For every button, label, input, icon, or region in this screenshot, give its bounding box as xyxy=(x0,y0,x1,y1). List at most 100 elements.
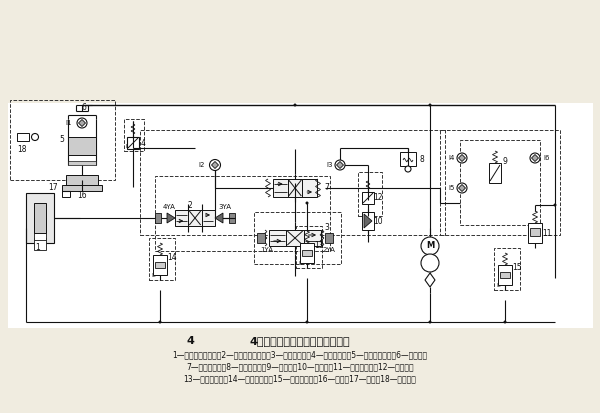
Bar xyxy=(124,119,144,151)
Bar xyxy=(358,172,382,216)
Bar xyxy=(362,192,374,204)
Bar xyxy=(494,248,520,290)
Bar xyxy=(269,230,286,246)
Bar xyxy=(34,203,46,233)
Bar xyxy=(175,210,188,226)
Text: I6: I6 xyxy=(543,155,550,161)
Bar xyxy=(460,140,540,225)
Bar xyxy=(26,193,54,243)
Circle shape xyxy=(32,133,38,140)
Circle shape xyxy=(305,320,308,323)
Bar xyxy=(66,175,98,185)
Bar xyxy=(287,179,302,197)
Circle shape xyxy=(428,320,431,323)
Bar xyxy=(528,223,542,243)
Text: 4: 4 xyxy=(186,336,194,346)
Text: 12: 12 xyxy=(373,194,383,202)
Circle shape xyxy=(77,118,87,128)
Circle shape xyxy=(457,153,467,163)
Text: 18: 18 xyxy=(17,145,26,154)
Bar xyxy=(273,179,287,197)
Polygon shape xyxy=(215,213,223,223)
Text: 4: 4 xyxy=(140,138,145,147)
Polygon shape xyxy=(458,185,466,192)
Bar xyxy=(149,238,175,280)
Bar xyxy=(296,226,322,268)
Bar xyxy=(325,233,333,243)
Bar xyxy=(202,210,215,226)
Polygon shape xyxy=(532,154,539,161)
Polygon shape xyxy=(364,214,372,228)
Polygon shape xyxy=(212,161,218,169)
Bar xyxy=(257,233,265,243)
Polygon shape xyxy=(458,154,466,161)
Text: 13—下缸溢流阀；14—下缸安全阀；15—远程调压阀；16—滑块；17—挡块；18—行程开关: 13—下缸溢流阀；14—下缸安全阀；15—远程调压阀；16—滑块；17—挡块；1… xyxy=(184,375,416,384)
Bar xyxy=(500,272,510,278)
Text: 8: 8 xyxy=(419,156,424,164)
Bar xyxy=(68,161,96,165)
Text: 15: 15 xyxy=(512,263,522,271)
Circle shape xyxy=(293,104,296,107)
Text: M: M xyxy=(426,242,434,251)
Text: 6: 6 xyxy=(82,102,86,112)
Bar xyxy=(530,228,540,236)
Bar xyxy=(300,243,314,263)
Polygon shape xyxy=(337,161,343,169)
Text: I5: I5 xyxy=(449,185,455,191)
Text: 1: 1 xyxy=(35,244,40,252)
Text: I1: I1 xyxy=(65,120,72,126)
Circle shape xyxy=(405,166,411,172)
Bar xyxy=(10,100,115,180)
Polygon shape xyxy=(79,119,86,126)
Text: I4: I4 xyxy=(449,155,455,161)
Bar xyxy=(17,133,29,141)
Text: 14: 14 xyxy=(167,252,177,261)
Text: 3: 3 xyxy=(325,223,329,232)
Bar xyxy=(155,176,330,251)
Text: 4YA: 4YA xyxy=(163,204,175,210)
Circle shape xyxy=(158,320,161,323)
Circle shape xyxy=(503,320,506,323)
Bar xyxy=(34,238,46,250)
Text: 1—下缸（顶出缸）；2—下缸电液换向阀；3—主缸先导阀；4—主缸安全阀；5—上缸（主缸）；6—充液箱；: 1—下缸（顶出缸）；2—下缸电液换向阀；3—主缸先导阀；4—主缸安全阀；5—上缸… xyxy=(172,351,428,359)
Circle shape xyxy=(530,153,540,163)
Text: L: L xyxy=(496,283,499,288)
Circle shape xyxy=(421,237,439,255)
Text: 9: 9 xyxy=(503,157,508,166)
Text: L: L xyxy=(151,273,155,278)
Text: 7: 7 xyxy=(325,183,329,192)
Text: 2YA: 2YA xyxy=(323,247,335,253)
Bar xyxy=(188,210,202,226)
Bar xyxy=(400,152,416,166)
Circle shape xyxy=(421,254,439,272)
Bar xyxy=(153,255,167,275)
Bar xyxy=(155,262,165,268)
Bar xyxy=(286,230,304,246)
Text: 5: 5 xyxy=(59,135,64,145)
Bar xyxy=(127,137,139,149)
Text: 7—主缸换向阀；8—压力继电器；9—释压阀；10—顺序阀；11—泵站溢流阀；12—减压阀；: 7—主缸换向阀；8—压力继电器；9—释压阀；10—顺序阀；11—泵站溢流阀；12… xyxy=(186,363,414,372)
Text: 3YA: 3YA xyxy=(218,204,232,210)
Text: L: L xyxy=(126,144,129,149)
Bar xyxy=(302,250,312,256)
Text: L: L xyxy=(298,261,302,266)
Circle shape xyxy=(305,202,308,204)
Circle shape xyxy=(209,159,221,171)
Circle shape xyxy=(335,160,345,170)
Text: 1YA: 1YA xyxy=(260,247,274,253)
Text: 10: 10 xyxy=(373,216,383,225)
Bar xyxy=(304,230,321,246)
Text: 13: 13 xyxy=(314,240,324,249)
Bar xyxy=(440,130,560,235)
Polygon shape xyxy=(167,213,175,223)
Bar xyxy=(155,213,161,223)
Bar xyxy=(362,212,374,230)
Bar xyxy=(302,179,317,197)
Text: 16: 16 xyxy=(77,190,87,199)
Text: 11: 11 xyxy=(542,228,552,237)
Circle shape xyxy=(457,183,467,193)
Text: I3: I3 xyxy=(326,162,333,168)
Bar xyxy=(498,265,512,285)
Bar xyxy=(254,212,341,264)
Bar xyxy=(62,185,102,191)
